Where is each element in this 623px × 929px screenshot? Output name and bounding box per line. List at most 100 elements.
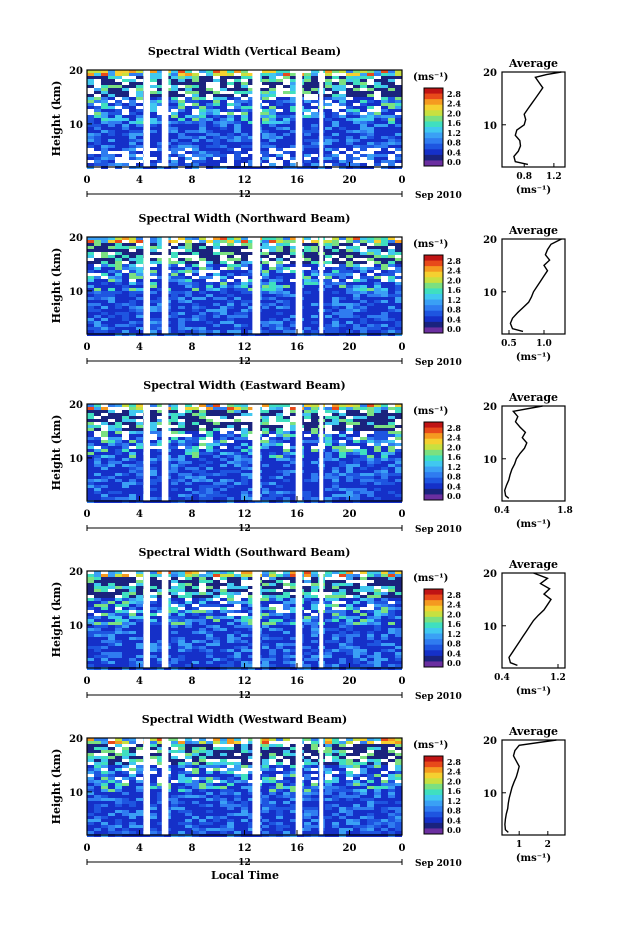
heatmap-cell [311,607,318,610]
heatmap-cell [94,240,101,243]
heatmap-cell [108,327,115,330]
heatmap-cell [269,237,276,240]
heatmap-cell [87,580,94,583]
heatmap-cell [192,148,199,151]
heatmap-cell [150,121,157,124]
heatmap-cell [269,73,276,76]
heatmap-cell [241,443,248,446]
heatmap-cell [178,598,185,601]
heatmap-cell [129,288,136,291]
heatmap-cell [220,249,227,252]
heatmap-cell [101,491,108,494]
heatmap-cell [199,410,206,413]
heatmap-cell [136,246,143,249]
heatmap-cell [87,458,94,461]
heatmap-cell [388,315,395,318]
heatmap-cell [136,252,143,255]
heatmap-cell [108,404,115,407]
heatmap-cell [234,130,241,133]
heatmap-cell [199,267,206,270]
colorbar-segment [424,449,443,456]
heatmap-cell [374,282,381,285]
heatmap-cell [206,261,213,264]
heatmap-cell [339,628,346,631]
heatmap-cell [304,154,311,157]
heatmap-cell [304,270,311,273]
heatmap-cell [367,413,374,416]
heatmap-cell [360,491,367,494]
heatmap-cell [276,419,283,422]
heatmap-cell [374,243,381,246]
heatmap-cell [206,315,213,318]
heatmap-cell [395,282,402,285]
heatmap-cell [276,497,283,500]
heatmap-cell [122,589,129,592]
heatmap-cell [185,309,192,312]
heatmap-cell [234,163,241,166]
heatmap-cell [262,467,269,470]
heatmap-cell [192,455,199,458]
heatmap-cell [367,440,374,443]
heatmap-cell [339,595,346,598]
heatmap-cell [276,288,283,291]
heatmap-cell [206,276,213,279]
heatmap-cell [108,127,115,130]
heatmap-cell [388,425,395,428]
heatmap-cell [192,440,199,443]
heatmap-cell [171,577,178,580]
heatmap-cell [325,97,332,100]
heatmap-cell [157,327,164,330]
heatmap-cell [346,607,353,610]
heatmap-cell [108,294,115,297]
heatmap-cell [269,452,276,455]
data-gap [143,404,150,501]
heatmap-cell [353,142,360,145]
heatmap-cell [339,321,346,324]
heatmap-cell [325,279,332,282]
heatmap-cell [171,252,178,255]
heatmap-cell [129,237,136,240]
heatmap-cell [290,291,297,294]
heatmap-cell [94,470,101,473]
heatmap-cell [346,112,353,115]
heatmap-cell [304,76,311,79]
heatmap-cell [381,437,388,440]
heatmap-cell [311,425,318,428]
heatmap-cell [332,458,339,461]
heatmap-cell [220,261,227,264]
heatmap-cell [248,285,255,288]
heatmap-cell [304,491,311,494]
heatmap-cell [360,273,367,276]
heatmap-cell [269,443,276,446]
heatmap-cell [171,595,178,598]
heatmap-cell [171,491,178,494]
heatmap-cell [157,324,164,327]
heatmap-cell [213,252,220,255]
heatmap-cell [283,160,290,163]
heatmap-cell [122,419,129,422]
heatmap-cell [94,476,101,479]
heatmap-cell [199,616,206,619]
heatmap-cell [227,455,234,458]
heatmap-cell [94,315,101,318]
heatmap-cell [136,85,143,88]
heatmap-cell [171,312,178,315]
heatmap-cell [206,106,213,109]
heatmap-cell [276,598,283,601]
heatmap-cell [108,428,115,431]
heatmap-cell [395,571,402,574]
heatmap-cell [353,601,360,604]
heatmap-cell [213,461,220,464]
heatmap-cell [276,70,283,73]
heatmap-cell [115,76,122,79]
heatmap-cell [248,279,255,282]
heatmap-cell [269,583,276,586]
heatmap-cell [185,413,192,416]
heatmap-cell [122,324,129,327]
heatmap-cell [136,97,143,100]
heatmap-cell [353,130,360,133]
heatmap-cell [346,109,353,112]
chart-title: Spectral Width (Vertical Beam) [148,45,341,58]
heatmap-cell [199,404,206,407]
heatmap-cell [108,443,115,446]
